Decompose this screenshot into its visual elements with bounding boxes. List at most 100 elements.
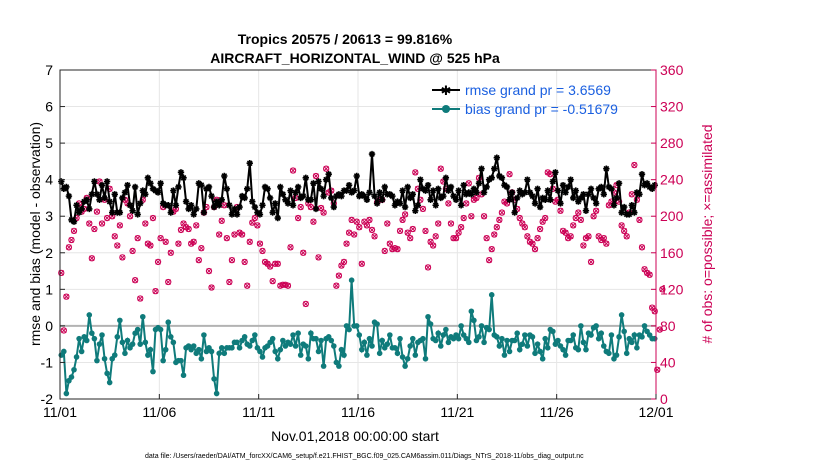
rmse-point: [292, 189, 299, 196]
rmse-point: [478, 165, 485, 172]
obs-possible-marker: [86, 220, 93, 227]
obs-assimilated-marker: [381, 248, 388, 254]
y-axis-label: rmse and bias (model - observation): [27, 122, 43, 346]
bias-point: [529, 334, 536, 340]
rmse-point: [417, 176, 424, 183]
bias-point: [651, 335, 658, 342]
obs-assimilated-marker: [241, 259, 248, 265]
obs-possible-marker: [404, 229, 411, 236]
obs-assimilated-marker: [404, 229, 411, 236]
rmse-point: [427, 196, 434, 203]
bias-point: [580, 339, 587, 346]
rmse-point: [618, 209, 625, 216]
bias-point: [392, 345, 398, 351]
rmse-point: [302, 174, 309, 182]
legend-rmse-marker: ✱: [441, 84, 452, 99]
obs-assimilated-marker: [94, 208, 100, 215]
rmse-point: [187, 202, 195, 209]
obs-assimilated-marker: [178, 227, 184, 233]
obs-possible-marker: [119, 254, 126, 261]
rmse-point: [287, 187, 294, 194]
bias-point: [76, 335, 82, 342]
obs-assimilated-marker: [534, 235, 541, 241]
rmse-point: [310, 180, 317, 187]
rmse-point: [391, 202, 399, 209]
rmse-point: [246, 160, 253, 167]
bias-point: [104, 370, 110, 377]
obs-possible-marker: [218, 217, 225, 224]
obs-assimilated-marker: [150, 215, 156, 221]
obs-possible-marker: [562, 229, 569, 236]
rmse-point: [422, 187, 429, 194]
bias-point: [73, 354, 80, 360]
rmse-point: [651, 181, 658, 189]
rmse-point: [101, 194, 108, 202]
x-tick-label: 11/16: [341, 404, 375, 420]
bias-point: [379, 337, 385, 344]
rmse-point: [564, 183, 572, 191]
bias-point: [94, 357, 100, 364]
bias-point: [468, 308, 475, 315]
rmse-point: [249, 198, 256, 205]
rmse-point: [221, 172, 228, 180]
obs-assimilated-marker: [473, 195, 480, 201]
obs-assimilated-marker: [287, 244, 294, 251]
obs-assimilated-marker: [185, 226, 192, 232]
obs-assimilated-marker: [269, 278, 276, 284]
obs-assimilated-marker: [570, 222, 576, 229]
bias-point: [86, 312, 93, 318]
obs-assimilated-marker: [491, 231, 498, 238]
bias-point: [387, 332, 393, 338]
rmse-point: [389, 192, 396, 200]
bias-point: [137, 341, 144, 347]
obs-possible-marker: [254, 222, 261, 229]
rmse-point: [577, 194, 585, 202]
obs-assimilated-marker: [646, 271, 653, 278]
obs-possible-marker: [256, 240, 264, 247]
bias-point: [539, 355, 546, 362]
obs-assimilated-marker: [68, 237, 75, 243]
rmse-point: [559, 181, 567, 189]
bias-point: [313, 335, 319, 342]
obs-assimilated-marker: [275, 260, 281, 267]
obs-assimilated-marker: [420, 206, 426, 212]
rmse-point: [628, 202, 636, 209]
obs-possible-marker: [651, 308, 658, 315]
rmse-point: [289, 202, 297, 209]
obs-assimilated-marker: [601, 235, 607, 241]
obs-possible-marker: [419, 205, 427, 213]
bias-point: [567, 337, 574, 344]
bias-point: [481, 339, 487, 346]
obs-possible-marker: [638, 244, 646, 251]
bias-point: [61, 348, 67, 355]
rmse-point: [480, 189, 488, 196]
bias-point: [257, 348, 263, 355]
obs-possible-marker: [269, 277, 276, 285]
bias-point: [259, 354, 266, 360]
obs-assimilated-marker: [244, 282, 250, 289]
rmse-point: [256, 211, 264, 218]
obs-possible-marker: [381, 247, 388, 255]
obs-possible-marker: [590, 213, 597, 220]
rmse-point: [266, 194, 274, 202]
y2-tick-label: 240: [660, 172, 684, 188]
rmse-point: [526, 189, 534, 196]
obs-assimilated-marker: [348, 217, 355, 223]
bias-point: [272, 348, 279, 355]
bias-point: [234, 339, 240, 346]
obs-possible-marker: [98, 220, 106, 227]
bias-point: [346, 326, 352, 333]
obs-assimilated-marker: [458, 224, 464, 230]
left-axis: -2 -1 0 1 2 3 4 5 6 7: [41, 62, 65, 407]
obs-possible-marker: [147, 242, 154, 249]
bias-point: [295, 330, 301, 337]
rmse-point: [167, 209, 174, 216]
bias-point: [606, 350, 612, 357]
rmse-point: [648, 185, 656, 193]
bias-point: [369, 343, 375, 349]
obs-possible-marker: [603, 240, 610, 247]
rmse-point: [491, 165, 498, 172]
obs-assimilated-marker: [639, 244, 645, 251]
obs-possible-marker: [343, 240, 350, 247]
